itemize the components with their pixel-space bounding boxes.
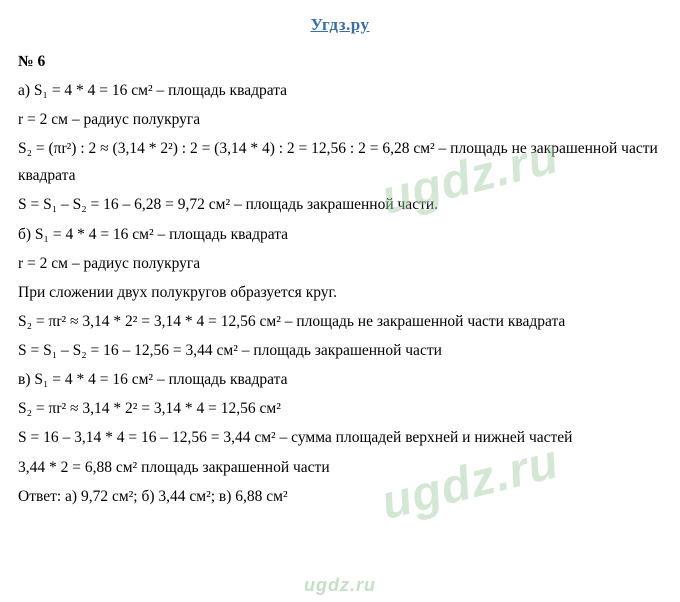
- line-b2: r = 2 см – радиус полукруга: [18, 250, 662, 277]
- line-c1: в) S₁ = 4 * 4 = 16 см² – площадь квадрат…: [18, 366, 662, 393]
- line-a1: а) S₁ = 4 * 4 = 16 см² – площадь квадрат…: [18, 77, 662, 104]
- line-a2: r = 2 см – радиус полукруга: [18, 106, 662, 133]
- document-body: Угдз.ру № 6 а) S₁ = 4 * 4 = 16 см² – пло…: [0, 0, 680, 522]
- line-c2: S₂ = πr² ≈ 3,14 * 2² = 3,14 * 4 = 12,56 …: [18, 395, 662, 422]
- problem-number: № 6: [18, 48, 662, 75]
- line-b3: При сложении двух полукругов образуется …: [18, 279, 662, 306]
- line-c3: S = 16 – 3,14 * 4 = 16 – 12,56 = 3,44 см…: [18, 424, 662, 451]
- line-a3: S₂ = (πr²) : 2 ≈ (3,14 * 2²) : 2 = (3,14…: [18, 135, 662, 189]
- answer-line: Ответ: а) 9,72 см²; б) 3,44 см²; в) 6,88…: [18, 483, 662, 510]
- watermark-footer: ugdz.ru: [0, 575, 680, 596]
- line-b5: S = S₁ – S₂ = 16 – 12,56 = 3,44 см² – пл…: [18, 337, 662, 364]
- line-b4: S₂ = πr² ≈ 3,14 * 2² = 3,14 * 4 = 12,56 …: [18, 308, 662, 335]
- line-c4: 3,44 * 2 = 6,88 см² площадь закрашенной …: [18, 454, 662, 481]
- site-header: Угдз.ру: [18, 10, 662, 40]
- line-a4: S = S₁ – S₂ = 16 – 6,28 = 9,72 см² – пло…: [18, 191, 662, 218]
- line-b1: б) S₁ = 4 * 4 = 16 см² – площадь квадрат…: [18, 221, 662, 248]
